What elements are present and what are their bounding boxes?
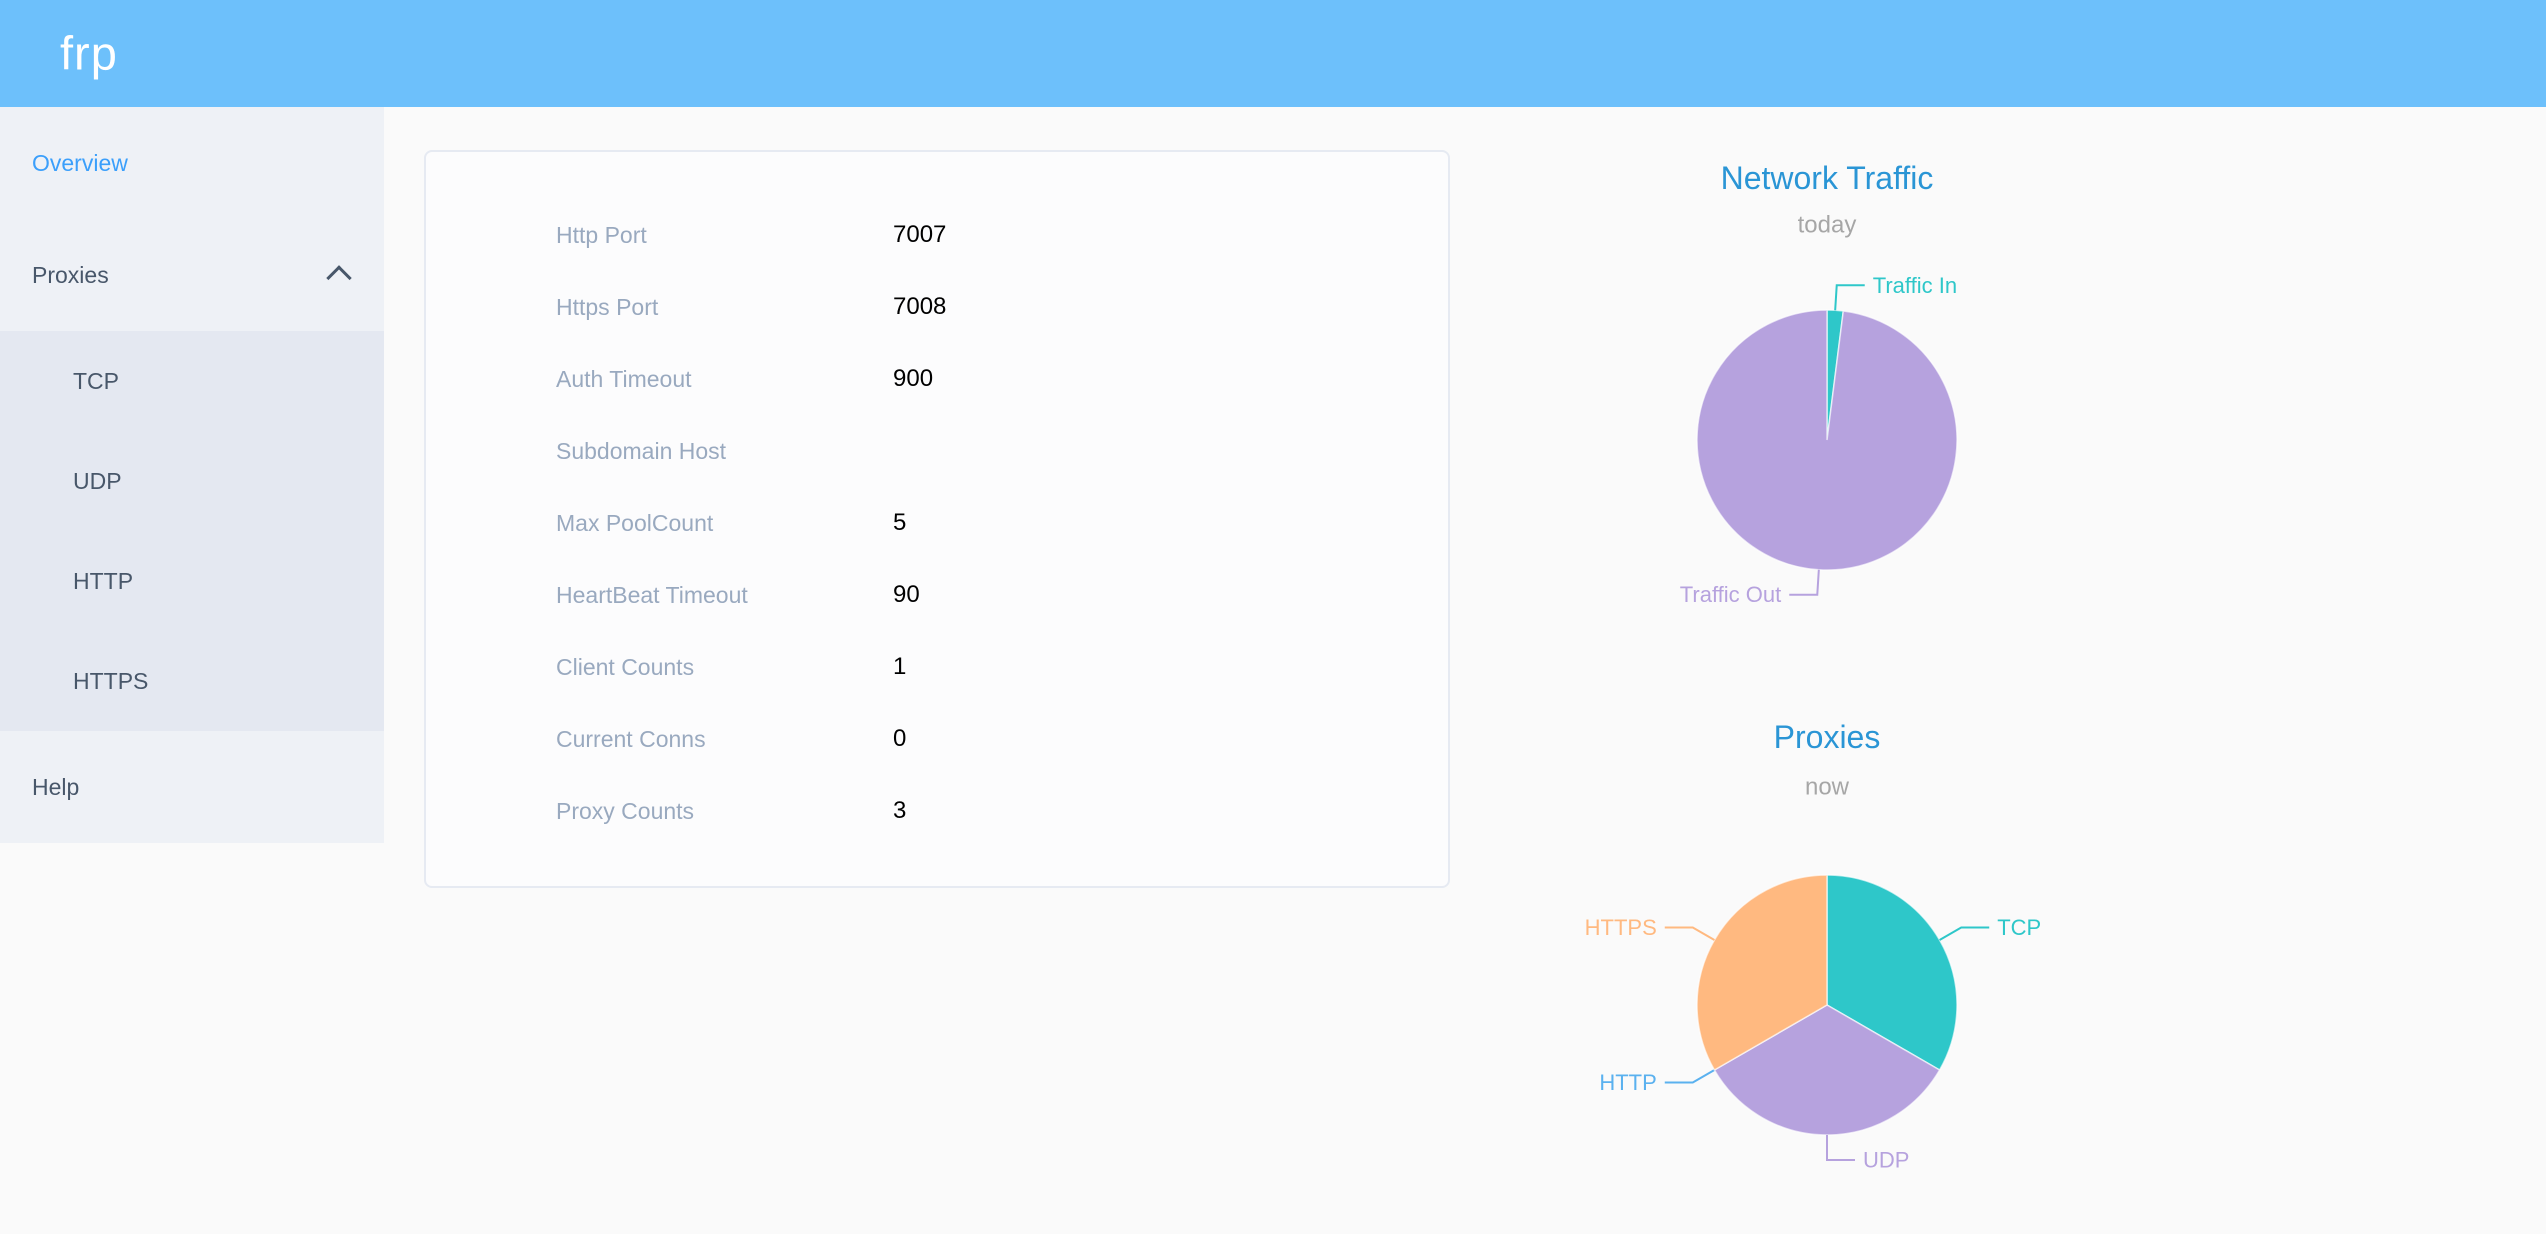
network-traffic-chart: Network Traffic today Traffic In Traffic Ou… <box>1680 160 1958 607</box>
config-label: Proxy Counts <box>556 797 695 824</box>
pie-slice-https[interactable] <box>1696 874 1828 1072</box>
app-header: frp <box>0 0 2546 107</box>
pie-label-line-https <box>1664 926 1715 941</box>
config-label: Http Port <box>556 221 647 248</box>
sidebar-item-label: HTTP <box>73 568 134 594</box>
chart-title: Network Traffic <box>1721 160 1934 196</box>
config-value: 7008 <box>893 293 947 320</box>
config-label: Auth Timeout <box>556 365 692 392</box>
config-label: Https Port <box>556 293 659 320</box>
config-row: Http Port 7007 <box>426 199 1448 271</box>
sidebar-item-http[interactable]: HTTP <box>0 531 384 631</box>
sidebar-item-label: TCP <box>73 368 119 394</box>
config-value: 5 <box>893 509 907 536</box>
pie-label-line-http <box>1664 1069 1715 1084</box>
config-value: 900 <box>893 365 934 392</box>
pie-label-udp: UDP <box>1863 1148 1909 1173</box>
config-row: HeartBeat Timeout 90 <box>426 559 1448 631</box>
sidebar-item-help[interactable]: Help <box>0 731 384 843</box>
server-config-card: Http Port 7007 Https Port 7008 Auth Time… <box>424 150 1450 888</box>
config-row: Max PoolCount 5 <box>426 487 1448 559</box>
pie-label-line-traffic-out <box>1789 569 1820 596</box>
proxies-chart: Proxies now TCP UDP HTTP HTTPS <box>1585 719 2042 1173</box>
config-value: 3 <box>893 797 907 824</box>
app-logo: frp <box>60 25 118 79</box>
pie-label-line-tcp <box>1939 926 1990 941</box>
sidebar-item-label: Overview <box>32 150 128 176</box>
config-label: Current Conns <box>556 725 706 752</box>
sidebar-item-label: Proxies <box>32 262 109 288</box>
pie-label-https: HTTPS <box>1585 915 1657 940</box>
config-value: 90 <box>893 581 920 608</box>
config-value: 7007 <box>893 221 947 248</box>
pie-label-traffic-out: Traffic Out <box>1680 582 1781 607</box>
config-row: Client Counts 1 <box>426 631 1448 703</box>
chart-subtitle: today <box>1798 212 1857 239</box>
sidebar-item-label: UDP <box>73 468 122 494</box>
chart-title: Proxies <box>1774 719 1881 755</box>
config-row: Proxy Counts 3 <box>426 775 1448 847</box>
pie-slice-traffic-out[interactable] <box>1696 309 1958 571</box>
config-row: Current Conns 0 <box>426 703 1448 775</box>
sidebar: Overview Proxies TCP UDP HTTP HTTPS Help <box>0 107 384 843</box>
chevron-up-icon <box>326 265 352 291</box>
proxies-submenu: TCP UDP HTTP HTTPS <box>0 331 384 731</box>
pie-label-tcp: TCP <box>1997 915 2041 940</box>
sidebar-item-udp[interactable]: UDP <box>0 431 384 531</box>
pie-label-traffic-in: Traffic In <box>1873 273 1957 298</box>
sidebar-item-tcp[interactable]: TCP <box>0 331 384 431</box>
config-row: Auth Timeout 900 <box>426 343 1448 415</box>
pie-slice-udp[interactable] <box>1713 1004 1941 1136</box>
pie-slice-tcp[interactable] <box>1826 874 1958 1072</box>
pie-label-http: HTTP <box>1599 1070 1656 1095</box>
config-row: Subdomain Host <box>426 415 1448 487</box>
pie-label-line-udp <box>1826 1135 1855 1161</box>
config-row: Https Port 7008 <box>426 271 1448 343</box>
config-label: HeartBeat Timeout <box>556 581 748 608</box>
config-label: Subdomain Host <box>556 437 727 464</box>
sidebar-item-overview[interactable]: Overview <box>0 107 384 219</box>
sidebar-item-label: Help <box>32 774 80 800</box>
sidebar-item-proxies[interactable]: Proxies <box>0 219 384 331</box>
config-value: 1 <box>893 653 907 680</box>
pie-label-line-traffic-in <box>1834 284 1865 311</box>
sidebar-item-https[interactable]: HTTPS <box>0 631 384 731</box>
config-label: Client Counts <box>556 653 695 680</box>
sidebar-item-label: HTTPS <box>73 668 149 694</box>
config-label: Max PoolCount <box>556 509 714 536</box>
config-value: 0 <box>893 725 907 752</box>
chart-subtitle: now <box>1805 774 1850 801</box>
